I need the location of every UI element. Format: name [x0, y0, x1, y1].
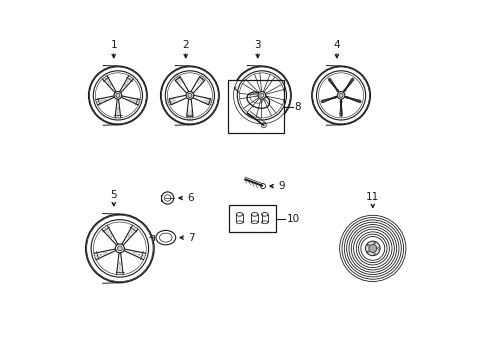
Circle shape [118, 246, 122, 251]
Circle shape [312, 66, 370, 125]
Circle shape [258, 91, 266, 99]
Text: 6: 6 [187, 193, 194, 203]
Text: 3: 3 [254, 40, 261, 50]
Circle shape [116, 244, 124, 253]
Text: 11: 11 [366, 192, 379, 202]
Text: 10: 10 [286, 214, 299, 224]
Bar [229, 205, 275, 232]
Text: 4: 4 [334, 40, 340, 50]
Circle shape [114, 91, 122, 99]
Circle shape [186, 91, 194, 99]
Circle shape [188, 93, 192, 98]
Circle shape [369, 244, 377, 252]
Text: 2: 2 [182, 40, 189, 50]
Text: 5: 5 [110, 190, 117, 200]
Text: 8: 8 [294, 102, 301, 112]
Circle shape [260, 93, 264, 98]
Text: 7: 7 [188, 233, 195, 243]
Text: 9: 9 [278, 181, 285, 191]
Circle shape [366, 241, 380, 256]
Bar [228, 80, 284, 133]
Circle shape [116, 93, 120, 98]
Circle shape [339, 93, 343, 98]
Circle shape [337, 91, 345, 99]
Bar [148, 235, 154, 240]
Circle shape [233, 66, 291, 125]
Text: 1: 1 [110, 40, 117, 50]
Circle shape [86, 214, 154, 283]
Circle shape [161, 66, 219, 125]
Circle shape [89, 66, 147, 125]
